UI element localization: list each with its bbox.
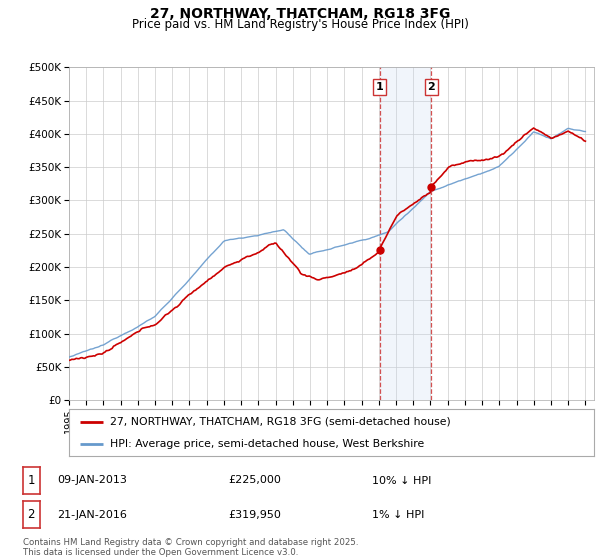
Text: 1: 1 [376,82,383,92]
Text: 10% ↓ HPI: 10% ↓ HPI [372,475,431,486]
Text: Price paid vs. HM Land Registry's House Price Index (HPI): Price paid vs. HM Land Registry's House … [131,18,469,31]
Text: 27, NORTHWAY, THATCHAM, RG18 3FG (semi-detached house): 27, NORTHWAY, THATCHAM, RG18 3FG (semi-d… [110,417,451,427]
Bar [380,67,431,400]
Text: £319,950: £319,950 [228,510,281,520]
Text: 2: 2 [28,508,35,521]
Text: 21-JAN-2016: 21-JAN-2016 [57,510,127,520]
Text: Contains HM Land Registry data © Crown copyright and database right 2025.
This d: Contains HM Land Registry data © Crown c… [23,538,358,557]
Text: 2: 2 [427,82,435,92]
Text: 27, NORTHWAY, THATCHAM, RG18 3FG: 27, NORTHWAY, THATCHAM, RG18 3FG [150,7,450,21]
Text: £225,000: £225,000 [228,475,281,486]
Text: 1: 1 [28,474,35,487]
Text: 09-JAN-2013: 09-JAN-2013 [57,475,127,486]
Text: HPI: Average price, semi-detached house, West Berkshire: HPI: Average price, semi-detached house,… [110,438,424,449]
Text: 1% ↓ HPI: 1% ↓ HPI [372,510,424,520]
